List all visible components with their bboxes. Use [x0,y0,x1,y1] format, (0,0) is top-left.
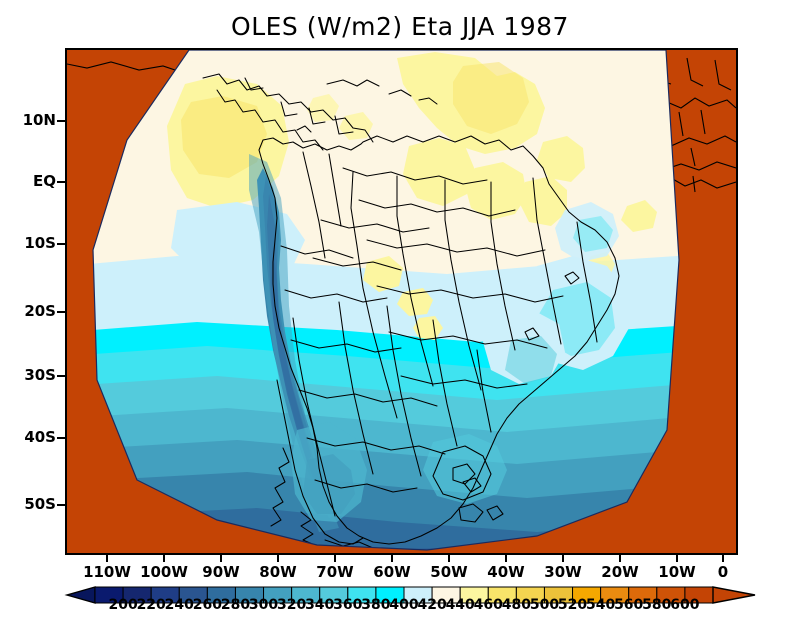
colorbar-tick-label: 220 [136,597,166,613]
model-domain-outline [92,50,680,551]
colorbar-tick-label: 560 [614,597,644,613]
colorbar [0,585,800,618]
page-title: OLES (W/m2) Eta JJA 1987 [231,12,569,41]
colorbar-tick-label: 380 [361,597,391,613]
y-tick-label: 50S [24,495,56,513]
x-tick-label: 60W [373,563,411,581]
x-tick-label: 0 [717,563,729,581]
map-canvas [67,50,736,553]
colorbar-tick-label: 480 [501,597,531,613]
colorbar-tick-label: 440 [445,597,475,613]
map-plot-area [65,48,738,555]
colorbar-tick-label: 340 [305,597,335,613]
colorbar-tick-label: 260 [192,597,222,613]
colorbar-tick-label: 600 [670,597,700,613]
y-tick-label: 20S [24,302,56,320]
colorbar-tick-label: 280 [220,597,251,613]
colorbar-tick-label: 360 [333,597,363,613]
x-tick-label: 80W [259,563,297,581]
x-tick-label: 40W [487,563,525,581]
colorbar-swatches [64,586,756,604]
colorbar-tick-label: 460 [473,597,503,613]
y-tick-label: EQ [33,172,56,190]
x-tick-label: 110W [83,563,131,581]
x-tick-label: 70W [316,563,354,581]
colorbar-tick-label: 200 [108,597,138,613]
colorbar-tick-label: 500 [529,597,560,613]
y-tick-label: 10S [24,234,56,252]
x-tick-label: 50W [430,563,468,581]
country-boundaries [202,73,620,549]
colorbar-tick-label: 420 [417,597,447,613]
x-tick-label: 20W [601,563,639,581]
contour-fill-layer [93,50,679,550]
y-tick-label: 40S [24,428,56,446]
x-tick-label: 10W [658,563,696,581]
x-tick-label: 100W [140,563,188,581]
colorbar-tick-label: 400 [389,597,419,613]
colorbar-tick-label: 540 [585,597,616,613]
y-tick-label: 10N [22,111,56,129]
x-tick-label: 30W [544,563,582,581]
colorbar-tick-label: 520 [557,597,588,613]
colorbar-tick-label: 300 [248,597,279,613]
colorbar-tick-label: 320 [276,597,307,613]
x-tick-label: 90W [202,563,240,581]
colorbar-tick-label: 240 [164,597,194,613]
y-tick-label: 30S [24,366,56,384]
colorbar-tick-label: 580 [642,597,672,613]
